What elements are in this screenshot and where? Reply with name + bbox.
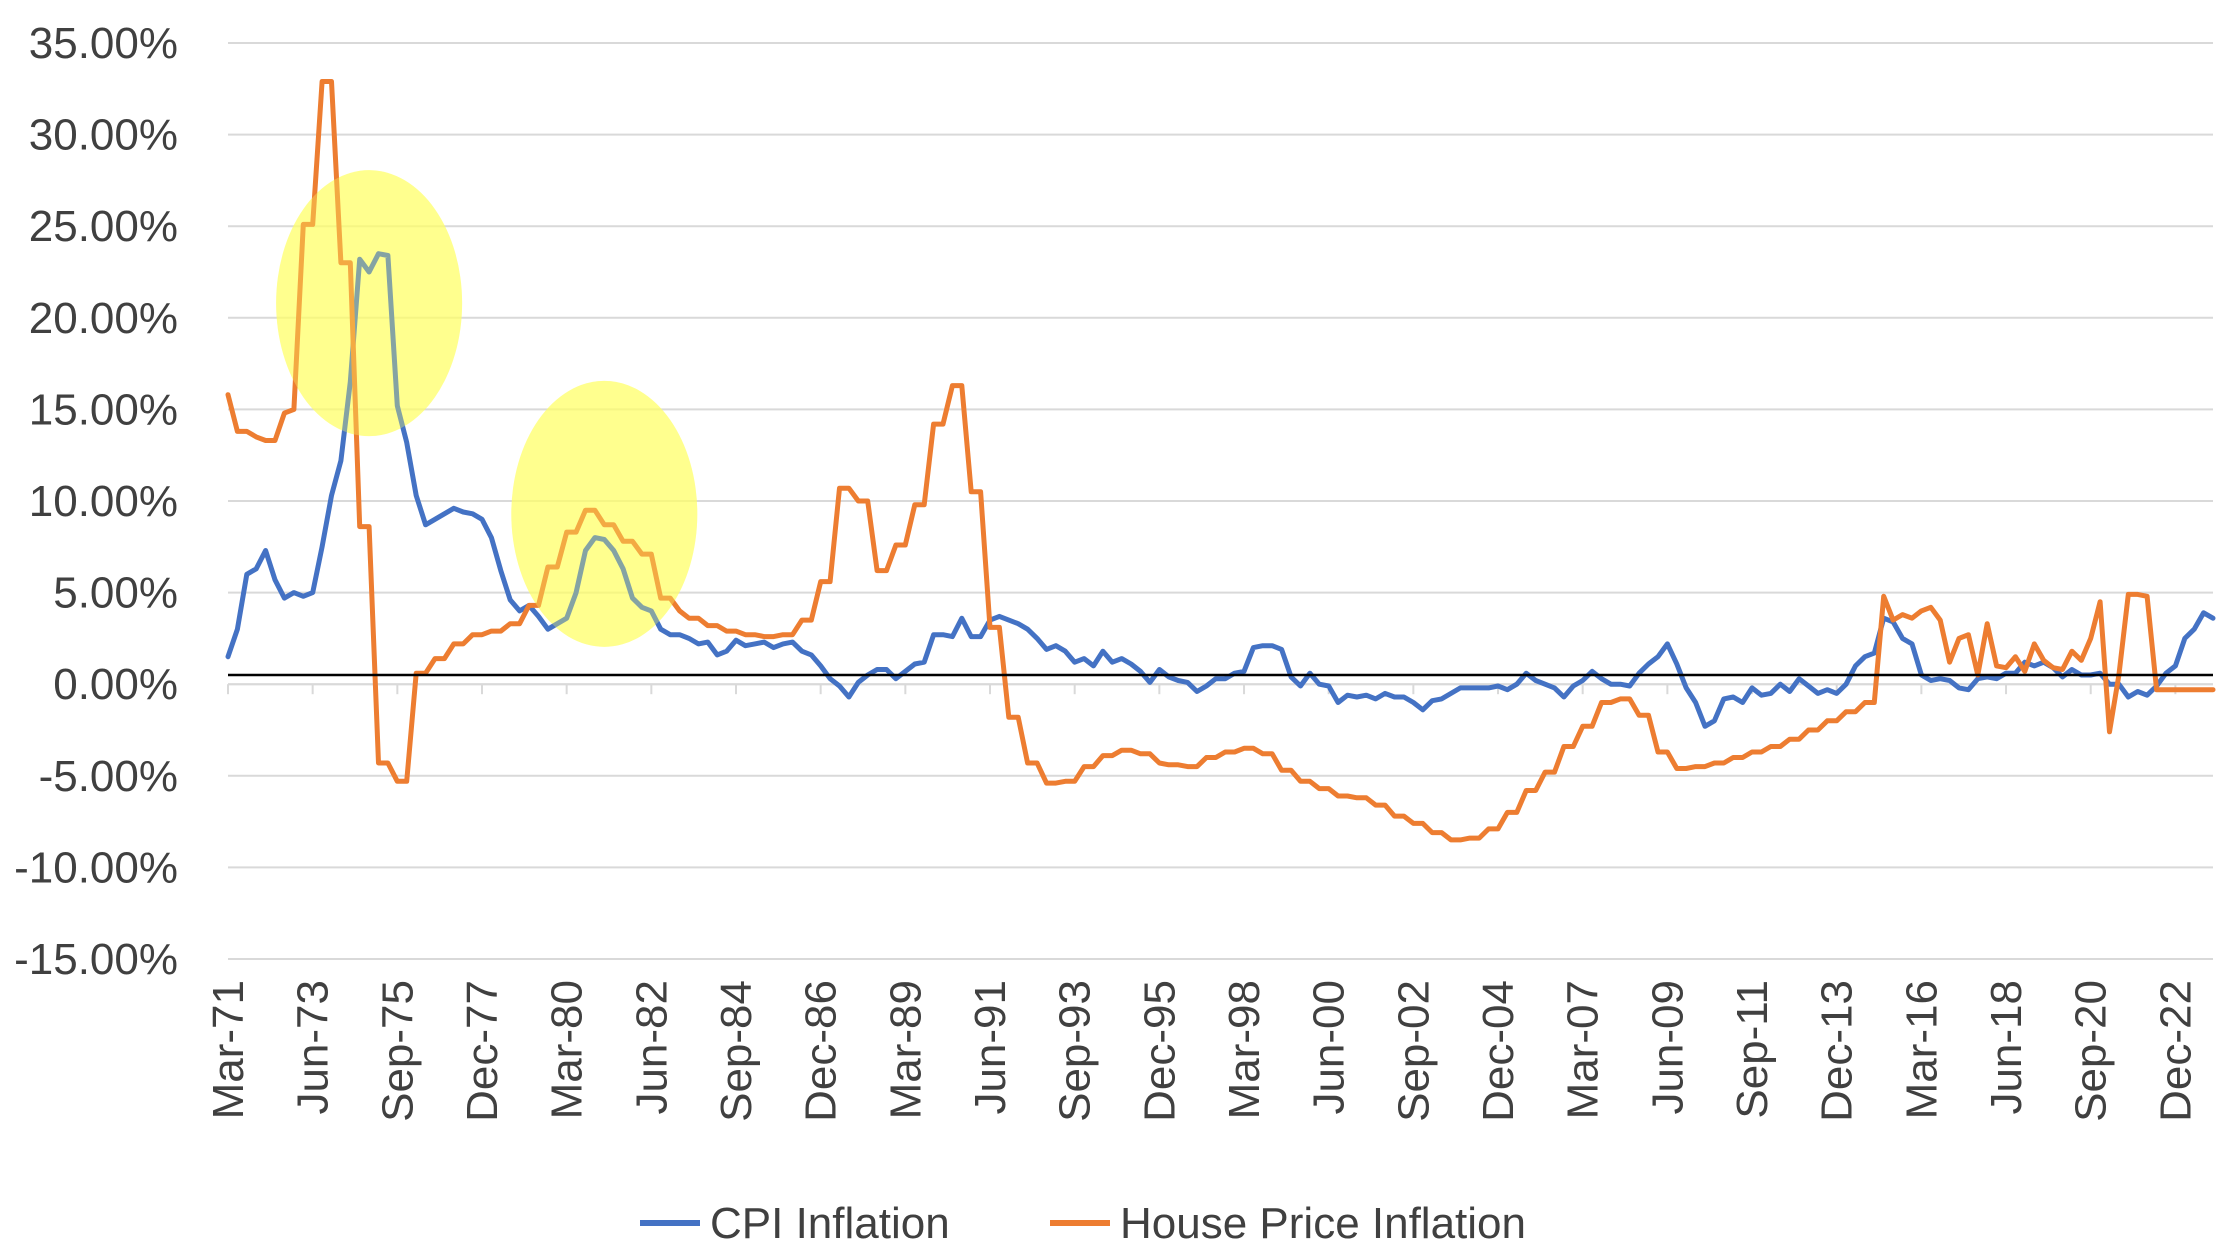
x-tick-label: Sep-93: [1051, 980, 1100, 1122]
highlight-ellipses: [276, 170, 698, 647]
x-tick-label: Sep-20: [2067, 980, 2116, 1122]
highlight-overlay: [228, 170, 2213, 677]
series-lines: [225, 79, 2216, 843]
y-tick-label: 0.00%: [53, 660, 178, 709]
y-tick-label: 35.00%: [29, 19, 178, 68]
x-tick-label: Mar-71: [204, 980, 253, 1119]
y-tick-label: -10.00%: [14, 843, 178, 892]
y-tick-label: -15.00%: [14, 935, 178, 984]
x-tick-label: Mar-07: [1559, 980, 1608, 1119]
x-tick-label: Jun-82: [627, 980, 676, 1115]
highlight-overlay-2: [511, 380, 698, 647]
highlight-ellipse-1: [276, 170, 463, 437]
x-tick-label: Jun-00: [1305, 980, 1354, 1115]
legend-label-cpi: CPI Inflation: [710, 1199, 950, 1248]
highlight-overlay-1: [276, 170, 463, 437]
x-tick-label: Mar-80: [543, 980, 592, 1119]
x-tick-label: Dec-13: [1813, 980, 1862, 1122]
x-tick-label: Dec-04: [1474, 980, 1523, 1122]
x-tick-label: Jun-91: [966, 980, 1015, 1115]
y-tick-label: 5.00%: [53, 569, 178, 618]
y-tick-label: 20.00%: [29, 294, 178, 343]
x-tick-label: Jun-73: [289, 980, 338, 1115]
x-tick-label: Sep-75: [373, 980, 422, 1122]
x-axis: Mar-71 Jun-73 Sep-75 Dec-77 Mar-80 Jun-82 Sep-…: [204, 683, 2213, 1122]
y-tick-label: 30.00%: [29, 111, 178, 160]
x-tick-label: Sep-84: [712, 980, 761, 1122]
x-tick-label: Sep-11: [1728, 980, 1777, 1119]
x-tick-label: Dec-95: [1135, 980, 1184, 1122]
x-tick-label: Jun-09: [1643, 980, 1692, 1115]
x-tick-label: Dec-77: [458, 980, 507, 1122]
highlight-ellipse-2: [511, 380, 698, 647]
y-tick-label: -5.00%: [39, 752, 178, 801]
x-tick-label: Mar-98: [1220, 980, 1269, 1119]
x-tick-label: Dec-22: [2151, 980, 2200, 1122]
x-tick-label: Sep-02: [1389, 980, 1438, 1122]
x-tick-label: Mar-89: [881, 980, 930, 1119]
y-tick-label: 10.00%: [29, 477, 178, 526]
series-line-house-price: [225, 79, 2216, 843]
legend-label-house: House Price Inflation: [1120, 1199, 1526, 1248]
y-axis: 35.00% 30.00% 25.00% 20.00% 15.00% 10.00% 5.00…: [14, 19, 178, 984]
legend: CPI Inflation House Price Inflation: [640, 1199, 1526, 1248]
y-tick-label: 25.00%: [29, 202, 178, 251]
x-tick-label: Dec-86: [797, 980, 846, 1122]
x-tick-label: Mar-16: [1897, 980, 1946, 1119]
x-tick-label: Jun-18: [1982, 980, 2031, 1115]
y-tick-label: 15.00%: [29, 385, 178, 434]
